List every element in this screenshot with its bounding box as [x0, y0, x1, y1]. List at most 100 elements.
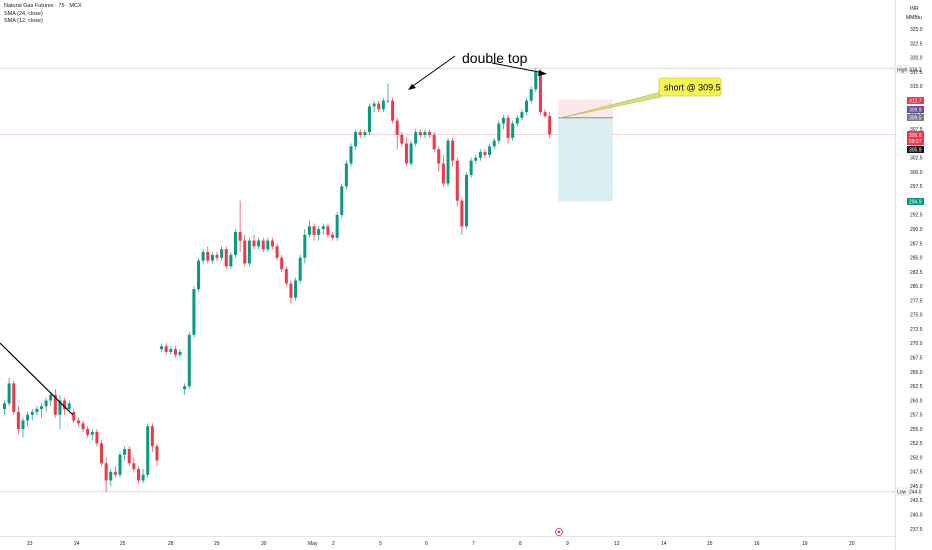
y-tick-label: 300.0 — [910, 170, 923, 176]
price-tag-a: 309.9 — [907, 106, 924, 114]
x-tick-label: 25 — [120, 541, 126, 547]
candle-body — [49, 394, 53, 401]
y-tick-label: 255.0 — [910, 427, 923, 433]
candle-body — [326, 226, 330, 235]
x-tick-label: 7 — [472, 541, 475, 547]
candle-body — [506, 117, 510, 138]
short-callout[interactable]: short @ 309.5 — [559, 77, 722, 119]
candle-body — [446, 140, 450, 184]
x-tick-label: 6 — [425, 541, 428, 547]
candle-body — [58, 400, 62, 415]
candle-body — [63, 400, 67, 410]
y-tick-label: 277.5 — [910, 298, 923, 304]
candle-body — [16, 411, 20, 430]
candle-body — [529, 89, 533, 101]
candle-body — [178, 351, 182, 355]
currency-unit: MMBtu — [906, 15, 922, 21]
candle-body — [173, 349, 177, 355]
candle-body — [400, 134, 404, 144]
sma-24-label[interactable]: SMA (24, close) — [4, 10, 43, 17]
candle-body — [307, 226, 311, 235]
candle-body — [358, 132, 362, 135]
candle-body — [294, 280, 298, 298]
x-tick-label: 9 — [566, 541, 569, 547]
time-axis[interactable]: 23 24 25 28 29 30 May 2 5 6 7 8 9 12 14 15 16 19 20 — [27, 541, 855, 547]
candle-body — [150, 426, 154, 447]
candle-body — [386, 100, 390, 102]
callout-box — [658, 77, 722, 97]
candle-body — [81, 423, 85, 430]
candle-body — [538, 72, 542, 113]
y-tick-label: 237.5 — [910, 527, 923, 533]
candle-body — [266, 240, 270, 250]
candle-body — [95, 431, 99, 444]
candle-body — [478, 152, 482, 158]
x-tick-label: 24 — [74, 541, 80, 547]
candle-body — [12, 383, 16, 412]
y-tick-label: 285.0 — [910, 256, 923, 262]
x-tick-label: 12 — [614, 541, 620, 547]
double-top-annotation[interactable]: double top — [408, 50, 547, 90]
y-tick-label: 260.0 — [910, 398, 923, 404]
candle-body — [460, 200, 464, 227]
y-tick-label: 275.0 — [910, 313, 923, 319]
y-tick-label: 257.5 — [910, 413, 923, 419]
candle-body — [136, 469, 140, 481]
price-tag-b: 309.5 — [907, 114, 924, 122]
trend-line[interactable] — [0, 342, 74, 416]
y-tick-label: 325.0 — [910, 27, 923, 33]
y-tick-label: 302.5 — [910, 156, 923, 162]
candle-body — [298, 257, 302, 281]
candle-body — [86, 429, 90, 435]
svg-text:Low: Low — [897, 490, 907, 496]
y-tick-label: 287.5 — [910, 241, 923, 247]
candle-body — [483, 152, 487, 155]
y-tick-label: 242.5 — [910, 498, 923, 504]
target-price-tag: 294.9 — [907, 198, 924, 206]
y-tick-label: 317.5 — [910, 70, 923, 76]
candle-body — [423, 132, 427, 135]
candle-body — [183, 386, 187, 390]
y-tick-label: 240.0 — [910, 513, 923, 519]
candle-body — [155, 446, 159, 461]
candle-body — [234, 232, 237, 255]
y-tick-label: 250.0 — [910, 455, 923, 461]
x-tick-label: 29 — [214, 541, 220, 547]
candle-body — [317, 229, 321, 235]
y-tick-label: 280.0 — [910, 284, 923, 290]
candle-body — [354, 132, 358, 147]
candles-group — [3, 68, 552, 492]
candle-body — [349, 146, 353, 164]
left-arrow-line — [409, 55, 456, 89]
candle-body — [118, 454, 122, 475]
candle-body — [252, 240, 256, 247]
take-profit-zone[interactable] — [558, 117, 613, 202]
candle-body — [441, 163, 445, 184]
candle-body — [113, 471, 117, 475]
candle-body — [501, 117, 505, 124]
sma-12-label[interactable]: SMA (12, close) — [4, 18, 43, 25]
symbol-title[interactable]: Natural Gas Futures · 75 · MCX — [4, 3, 82, 9]
y-tick-label: 320.0 — [910, 56, 923, 62]
y-tick-label: 245.0 — [910, 484, 923, 490]
low-tag: Low 244.0 — [894, 487, 922, 496]
candle-body — [220, 249, 224, 258]
y-tick-label: 315.0 — [910, 84, 923, 90]
candle-body — [520, 112, 524, 118]
candle-body — [261, 240, 265, 250]
candle-body — [312, 226, 316, 235]
x-tick-label: 20 — [849, 541, 855, 547]
svg-text:309.9: 309.9 — [909, 108, 922, 114]
candle-body — [72, 411, 76, 421]
candle-body — [289, 283, 293, 298]
y-tick-label: 247.5 — [910, 470, 923, 476]
current-price-tag: 306.6 59:27 — [907, 131, 924, 145]
high-tag: High 318.2 — [894, 65, 922, 74]
candle-body — [201, 252, 205, 261]
candle-body — [3, 403, 6, 410]
candle-body — [335, 214, 339, 238]
stop-loss-zone[interactable] — [558, 99, 613, 118]
candle-body — [465, 174, 468, 227]
event-marker-icon[interactable] — [555, 528, 563, 536]
